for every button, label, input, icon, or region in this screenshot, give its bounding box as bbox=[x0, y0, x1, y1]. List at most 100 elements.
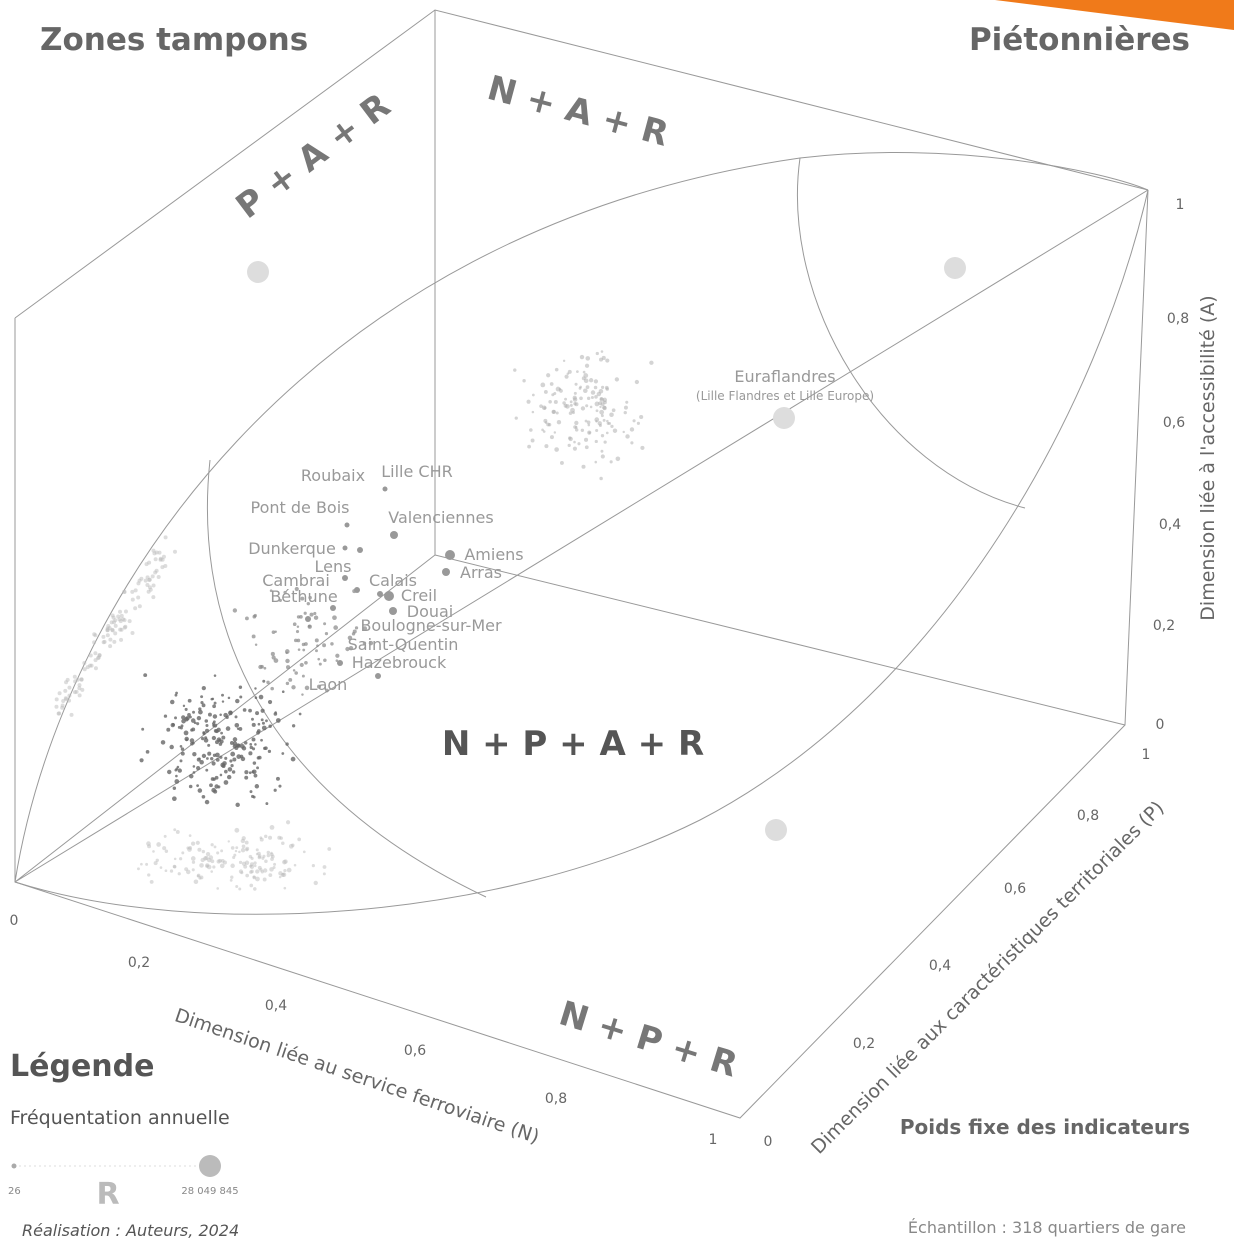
point bbox=[634, 379, 640, 385]
title: Zones tampons bbox=[40, 22, 308, 58]
point bbox=[192, 765, 196, 768]
point bbox=[610, 424, 614, 428]
point bbox=[309, 612, 314, 617]
point bbox=[140, 862, 143, 866]
point bbox=[258, 694, 264, 700]
tick-label: 0,8 bbox=[545, 1091, 567, 1107]
point bbox=[588, 431, 591, 434]
point bbox=[93, 666, 98, 671]
point bbox=[92, 632, 97, 637]
point bbox=[238, 860, 243, 865]
point bbox=[283, 590, 287, 595]
point bbox=[308, 595, 312, 600]
point bbox=[224, 756, 228, 760]
point bbox=[586, 420, 591, 425]
point bbox=[179, 759, 183, 763]
city-labels: Euraflandres (Lille Flandres et Lille Eur… bbox=[248, 367, 874, 694]
tick-label: 1 bbox=[1142, 747, 1151, 763]
point bbox=[219, 755, 223, 759]
point bbox=[145, 749, 150, 754]
point bbox=[207, 751, 212, 756]
point bbox=[211, 735, 217, 741]
point bbox=[267, 699, 273, 705]
point bbox=[273, 658, 279, 663]
point bbox=[260, 870, 264, 874]
point bbox=[67, 685, 72, 690]
point bbox=[594, 395, 598, 399]
point bbox=[576, 370, 579, 373]
point bbox=[323, 622, 327, 626]
city-label: Arras bbox=[460, 563, 502, 582]
point bbox=[252, 761, 257, 765]
point bbox=[209, 783, 213, 788]
point bbox=[204, 728, 210, 733]
point bbox=[599, 409, 605, 415]
point bbox=[291, 843, 295, 848]
point bbox=[313, 611, 317, 616]
point bbox=[325, 688, 329, 693]
point bbox=[304, 685, 310, 691]
point bbox=[201, 686, 206, 691]
point bbox=[245, 848, 249, 852]
point bbox=[611, 408, 616, 413]
point bbox=[251, 769, 257, 775]
box-edges bbox=[14, 9, 1149, 1119]
point bbox=[235, 698, 240, 704]
point bbox=[189, 773, 194, 779]
point bbox=[230, 764, 234, 768]
tick-label: 0,4 bbox=[929, 958, 951, 974]
point bbox=[141, 727, 145, 731]
point bbox=[253, 864, 257, 868]
point bbox=[181, 715, 186, 720]
point bbox=[177, 725, 181, 729]
point bbox=[244, 741, 248, 745]
point bbox=[203, 738, 209, 743]
point bbox=[241, 844, 246, 849]
point bbox=[254, 784, 260, 789]
point bbox=[291, 724, 296, 728]
point bbox=[105, 628, 110, 633]
ticks: 00,20,40,60,81 00,20,40,60,8100,20,40,60,… bbox=[10, 197, 1190, 1150]
point bbox=[598, 388, 604, 394]
point bbox=[317, 657, 321, 661]
point bbox=[210, 777, 215, 781]
point bbox=[108, 644, 113, 649]
point bbox=[260, 708, 265, 713]
point bbox=[205, 851, 211, 857]
point bbox=[218, 742, 223, 746]
point bbox=[595, 409, 599, 413]
point bbox=[110, 628, 115, 633]
point bbox=[172, 796, 177, 802]
tick-label: 0,6 bbox=[1004, 881, 1026, 897]
point bbox=[556, 420, 562, 425]
point bbox=[173, 828, 177, 832]
point bbox=[145, 862, 149, 866]
point bbox=[649, 360, 654, 365]
zone-label: N + P + A + R bbox=[442, 724, 704, 764]
city-label: Cambrai bbox=[262, 571, 330, 590]
point bbox=[251, 737, 256, 742]
point bbox=[216, 887, 220, 890]
point bbox=[573, 440, 576, 444]
point bbox=[322, 865, 327, 869]
point bbox=[181, 851, 185, 855]
point bbox=[622, 430, 625, 434]
legend-subtitle: Fréquentation annuelle bbox=[10, 1107, 230, 1129]
point bbox=[211, 787, 217, 793]
point bbox=[193, 721, 197, 725]
city-label: Creil bbox=[401, 586, 437, 605]
point bbox=[568, 436, 573, 442]
point bbox=[189, 715, 192, 719]
point bbox=[540, 382, 546, 388]
point bbox=[261, 856, 265, 860]
point bbox=[213, 701, 217, 705]
point bbox=[357, 547, 363, 553]
point bbox=[579, 354, 585, 360]
point bbox=[304, 660, 308, 665]
point bbox=[268, 873, 273, 878]
point bbox=[593, 385, 598, 390]
point bbox=[158, 557, 163, 562]
point bbox=[190, 841, 196, 846]
point bbox=[588, 378, 594, 383]
point bbox=[248, 771, 252, 775]
